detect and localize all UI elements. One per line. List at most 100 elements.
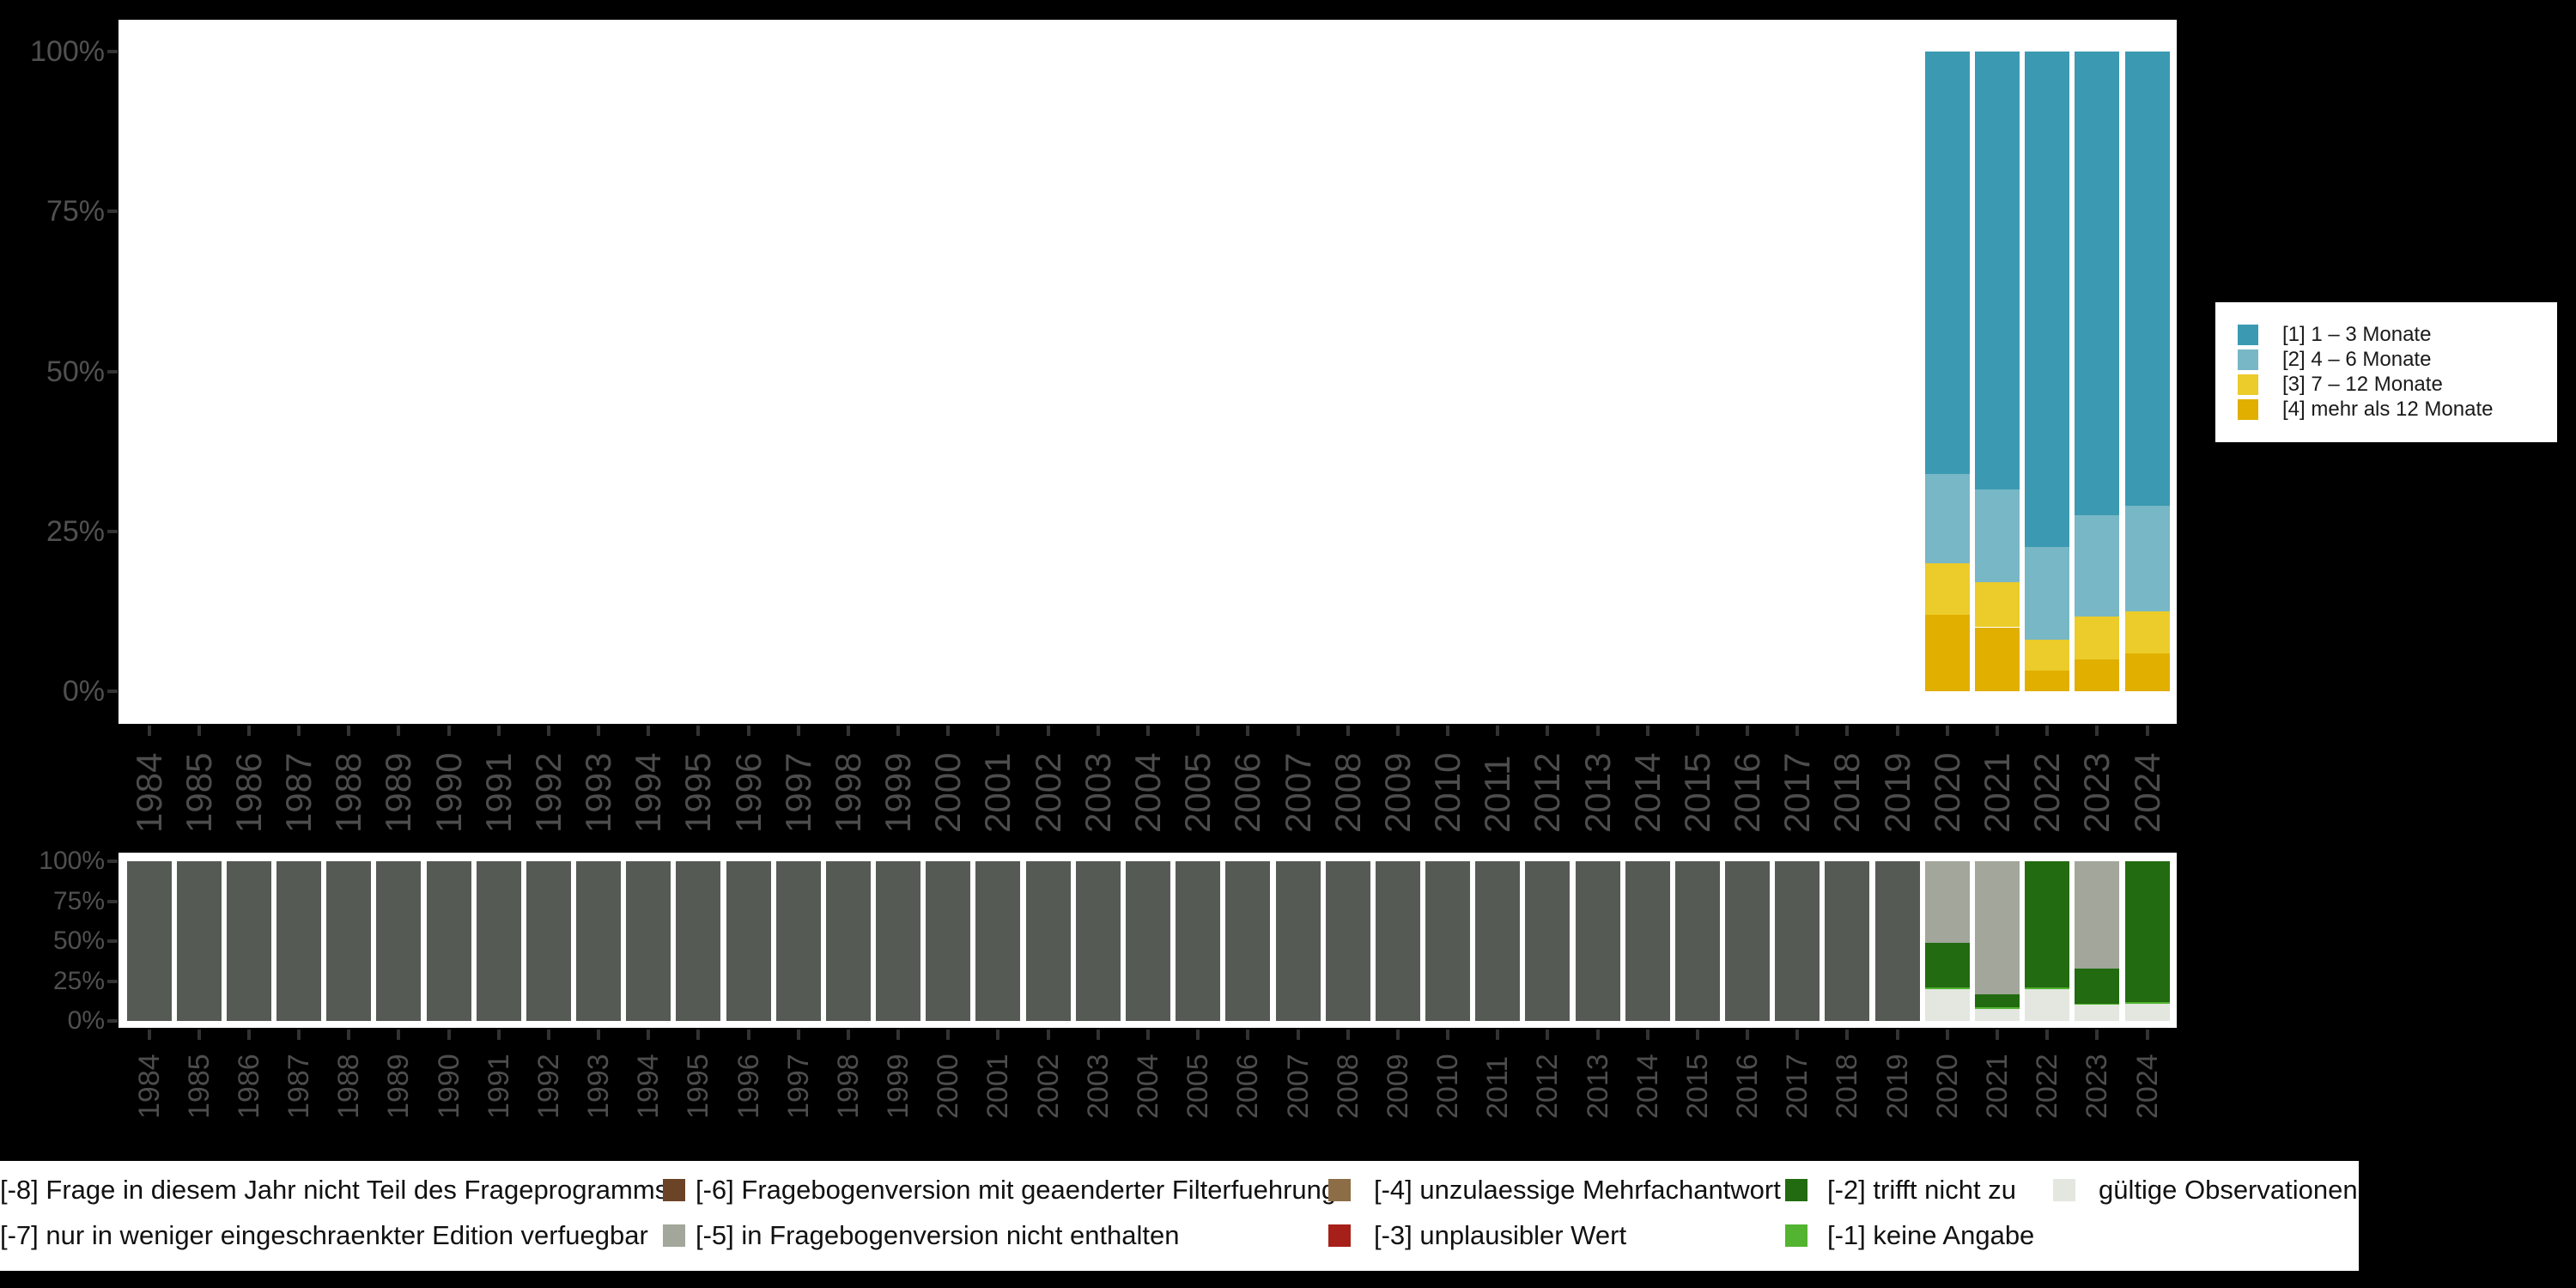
x-axis-year-label: 1985 bbox=[178, 752, 219, 833]
x-axis-year-label: 2022 bbox=[2026, 752, 2068, 833]
x-axis-tick bbox=[597, 726, 601, 736]
x-axis-tick bbox=[896, 1030, 901, 1040]
bar-segment bbox=[1974, 52, 2020, 490]
bar-segment bbox=[2124, 1004, 2170, 1021]
x-axis-tick bbox=[2045, 726, 2050, 736]
x-axis-year-label: 1996 bbox=[727, 752, 769, 833]
x-axis-year-label: 1988 bbox=[328, 752, 369, 833]
legend-label: [-8] Frage in diesem Jahr nicht Teil des… bbox=[0, 1175, 669, 1205]
legend-entry: [2] 4 – 6 Monate bbox=[2238, 348, 2557, 373]
bar-segment bbox=[1575, 861, 1620, 1021]
bar-segment bbox=[1974, 1007, 2020, 1010]
bar-segment bbox=[2025, 861, 2070, 987]
x-axis-year-label: 2021 bbox=[1980, 1054, 2014, 1119]
x-axis-year-label: 2015 bbox=[1680, 1054, 1714, 1119]
legend-swatch bbox=[2238, 374, 2258, 395]
x-axis-tick bbox=[1246, 1030, 1250, 1040]
x-axis-tick bbox=[1296, 726, 1300, 736]
bar-segment bbox=[1924, 942, 1970, 987]
x-axis-tick bbox=[2145, 1030, 2149, 1040]
y-axis-tick bbox=[107, 1019, 118, 1023]
x-axis-year-label: 2012 bbox=[1531, 1054, 1564, 1119]
x-axis-tick bbox=[1196, 726, 1200, 736]
x-axis-year-label: 1987 bbox=[278, 752, 319, 833]
x-axis-tick bbox=[746, 1030, 750, 1040]
x-axis-tick bbox=[796, 1030, 800, 1040]
bar-segment bbox=[476, 861, 521, 1021]
y-axis-percent-label: 75% bbox=[52, 886, 105, 915]
x-axis-tick bbox=[1096, 726, 1100, 736]
bar-segment bbox=[1974, 489, 2020, 583]
x-axis-tick bbox=[246, 1030, 251, 1040]
bar-segment bbox=[1725, 861, 1771, 1021]
x-axis-year-label: 2016 bbox=[1731, 1054, 1765, 1119]
x-axis-tick bbox=[1346, 1030, 1350, 1040]
x-axis-tick bbox=[546, 726, 550, 736]
bar-segment bbox=[2025, 640, 2070, 671]
bar-segment bbox=[1475, 861, 1521, 1021]
bar-segment bbox=[1425, 861, 1471, 1021]
legend-swatch bbox=[2053, 1179, 2075, 1201]
x-axis-year-label: 1994 bbox=[628, 752, 669, 833]
x-axis-year-label: 2004 bbox=[1127, 752, 1168, 833]
x-axis-year-label: 2011 bbox=[1477, 755, 1518, 833]
x-axis-year-label: 2005 bbox=[1182, 1054, 1215, 1119]
y-axis-tick bbox=[107, 939, 118, 943]
bar-segment bbox=[1674, 861, 1720, 1021]
bar-segment bbox=[2124, 52, 2170, 506]
x-axis-tick bbox=[1695, 726, 1699, 736]
x-axis-year-label: 1996 bbox=[732, 1054, 765, 1119]
legend-swatch bbox=[1785, 1224, 1807, 1247]
x-axis-tick bbox=[1446, 1030, 1450, 1040]
x-axis-year-label: 2022 bbox=[2031, 1054, 2064, 1119]
x-axis-tick bbox=[447, 1030, 451, 1040]
x-axis-tick bbox=[1746, 1030, 1750, 1040]
x-axis-year-label: 1985 bbox=[182, 1054, 216, 1119]
x-axis-tick bbox=[1895, 1030, 1899, 1040]
x-axis-year-label: 1986 bbox=[232, 1054, 265, 1119]
legend-swatch bbox=[2238, 349, 2258, 370]
x-axis-year-label: 1993 bbox=[582, 1054, 616, 1119]
x-axis-year-label: 1992 bbox=[527, 752, 568, 833]
y-axis-percent-label: 0% bbox=[62, 675, 105, 708]
bar-segment bbox=[775, 861, 821, 1021]
x-axis-year-label: 1987 bbox=[283, 1054, 316, 1119]
bar-segment bbox=[975, 861, 1021, 1021]
x-axis-year-label: 1984 bbox=[128, 752, 169, 833]
x-axis-year-label: 2017 bbox=[1781, 1054, 1814, 1119]
bar-segment bbox=[825, 861, 871, 1021]
x-axis-year-label: 1990 bbox=[428, 752, 469, 833]
x-axis-year-label: 1984 bbox=[132, 1054, 166, 1119]
x-axis-year-label: 1998 bbox=[827, 752, 868, 833]
x-axis-tick bbox=[1645, 726, 1649, 736]
bar-segment bbox=[426, 861, 471, 1021]
legend-swatch bbox=[2238, 325, 2258, 345]
x-axis-year-label: 2002 bbox=[1031, 1054, 1065, 1119]
x-axis-tick bbox=[896, 726, 901, 736]
x-axis-tick bbox=[2095, 726, 2099, 736]
x-axis-tick bbox=[746, 726, 750, 736]
x-axis-tick bbox=[1146, 726, 1150, 736]
x-axis-tick bbox=[647, 726, 651, 736]
x-axis-year-label: 1991 bbox=[477, 752, 519, 833]
x-axis-tick bbox=[1895, 726, 1899, 736]
x-axis-year-label: 2008 bbox=[1327, 752, 1368, 833]
x-axis-tick bbox=[1945, 1030, 1949, 1040]
bar-segment bbox=[226, 861, 271, 1021]
duration-chart-panel bbox=[118, 20, 2177, 724]
x-axis-tick bbox=[1346, 726, 1350, 736]
x-axis-tick bbox=[2145, 726, 2149, 736]
x-axis-tick bbox=[1795, 1030, 1800, 1040]
x-axis-year-label: 1989 bbox=[382, 1054, 416, 1119]
x-axis-tick bbox=[647, 1030, 651, 1040]
bar-segment bbox=[126, 861, 172, 1021]
x-axis-year-label: 2019 bbox=[1880, 1054, 1914, 1119]
legend-swatch bbox=[1785, 1179, 1807, 1201]
y-axis-percent-label: 0% bbox=[67, 1006, 105, 1035]
x-axis-year-label: 2015 bbox=[1676, 752, 1717, 833]
legend-label: [1] 1 – 3 Monate bbox=[2282, 323, 2432, 346]
x-axis-year-label: 1999 bbox=[882, 1054, 915, 1119]
x-axis-year-label: 2018 bbox=[1826, 752, 1868, 833]
x-axis-tick bbox=[1296, 1030, 1300, 1040]
bar-segment bbox=[2124, 505, 2170, 611]
